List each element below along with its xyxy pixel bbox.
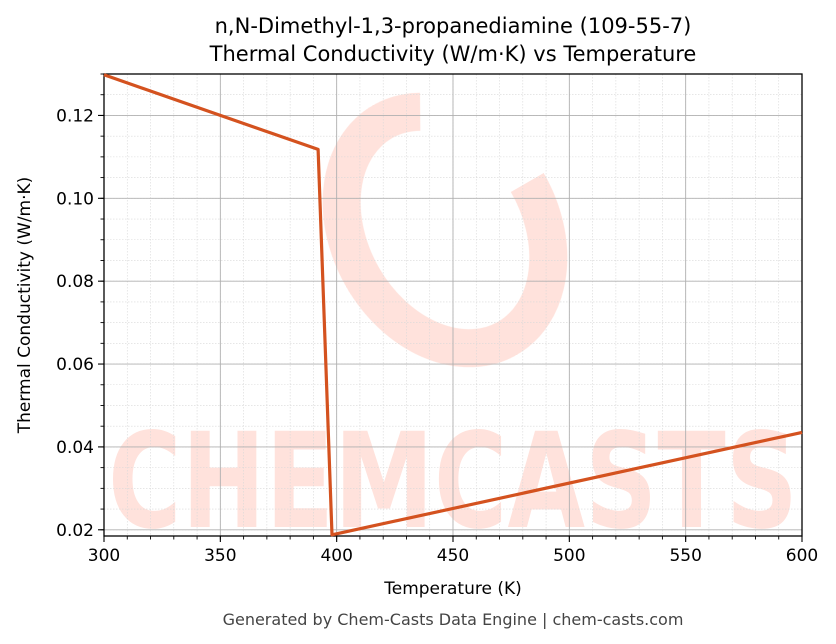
footer-credit: Generated by Chem-Casts Data Engine | ch… (223, 610, 684, 629)
x-tick-label: 600 (786, 546, 818, 566)
y-axis-ticks: 0.02 0.04 0.06 0.08 0.10 0.12 (56, 73, 104, 541)
y-axis-label: Thermal Conductivity (W/m·K) (15, 177, 35, 435)
x-tick-label: 500 (553, 546, 585, 566)
y-tick-label: 0.06 (56, 355, 94, 375)
y-tick-label: 0.04 (56, 438, 94, 458)
series-group (103, 73, 803, 537)
chart-subtitle: Thermal Conductivity (W/m·K) vs Temperat… (209, 42, 697, 66)
watermark-logo-ring (322, 92, 568, 368)
x-tick-label: 550 (669, 546, 701, 566)
x-tick-label: 450 (437, 546, 469, 566)
x-axis-ticks: 300 350 400 450 500 550 600 (88, 536, 818, 566)
y-tick-label: 0.12 (56, 106, 94, 126)
y-tick-label: 0.08 (56, 272, 94, 292)
chart-title: n,N-Dimethyl-1,3-propanediamine (109-55-… (215, 14, 692, 38)
x-tick-label: 350 (204, 546, 236, 566)
x-tick-label: 300 (88, 546, 120, 566)
x-axis-label: Temperature (K) (383, 579, 522, 599)
series-line (103, 73, 803, 537)
x-tick-label: 400 (320, 546, 352, 566)
y-tick-label: 0.10 (56, 189, 94, 209)
y-tick-label: 0.02 (56, 521, 94, 541)
